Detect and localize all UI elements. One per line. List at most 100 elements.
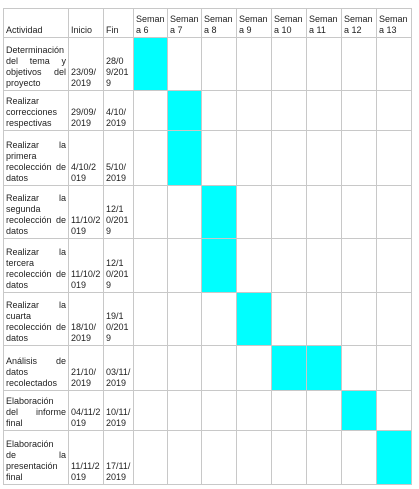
- week-cell: [167, 238, 202, 293]
- header-cell: Semana 10: [271, 8, 307, 38]
- week-cell: [376, 37, 412, 91]
- week-cell: [201, 130, 237, 186]
- end-cell: 5/10/2019: [103, 130, 134, 186]
- week-cell: [306, 130, 342, 186]
- week-cell: [271, 37, 307, 91]
- end-cell: 19/10/2019: [103, 292, 134, 346]
- end-cell: 17/11/2019: [103, 430, 134, 485]
- activity-cell: Realizar correcciones respectivas: [3, 90, 69, 131]
- activity-row: Realizar la cuarta recolección de datos 1…: [3, 292, 412, 346]
- week-cell: [133, 238, 168, 293]
- header-cell: Actividad: [3, 8, 69, 38]
- header-row: Actividad Inicio Fin Semana 6 Semana 7 Semana…: [3, 8, 412, 38]
- week-cell: [306, 90, 342, 131]
- week-cell: [376, 90, 412, 131]
- activity-row: Elaboración del informe final 04/11/2019 1…: [3, 390, 412, 431]
- week-cell: [341, 37, 377, 91]
- week-cell: [167, 390, 202, 431]
- activity-cell: Realizar la primera recolección de datos: [3, 130, 69, 186]
- week-cell: [167, 292, 202, 346]
- header-cell: Semana 9: [236, 8, 272, 38]
- week-cell: [133, 345, 168, 391]
- header-cell: Semana 11: [306, 8, 342, 38]
- header-cell: Fin: [103, 8, 134, 38]
- activity-row: Realizar la primera recolección de datos…: [3, 130, 412, 186]
- activity-row: Elaboración de la presentación final 11/1…: [3, 430, 412, 485]
- week-cell: [201, 37, 237, 91]
- week-cell: [201, 238, 237, 293]
- week-cell: [236, 37, 272, 91]
- week-cell: [271, 345, 307, 391]
- week-cell: [271, 90, 307, 131]
- week-cell: [341, 292, 377, 346]
- start-cell: 23/09/2019: [68, 37, 104, 91]
- header-cell: Semana 7: [167, 8, 202, 38]
- header-cell: Semana 8: [201, 8, 237, 38]
- week-cell: [341, 390, 377, 431]
- week-cell: [306, 390, 342, 431]
- week-cell: [133, 37, 168, 91]
- week-cell: [271, 430, 307, 485]
- week-cell: [306, 185, 342, 239]
- week-cell: [201, 185, 237, 239]
- week-cell: [376, 238, 412, 293]
- end-cell: 03/11/2019: [103, 345, 134, 391]
- week-cell: [201, 430, 237, 485]
- end-cell: 28/09/2019: [103, 37, 134, 91]
- start-cell: 11/10/2019: [68, 238, 104, 293]
- activity-cell: Elaboración de la presentación final: [3, 430, 69, 485]
- week-cell: [201, 345, 237, 391]
- week-cell: [236, 345, 272, 391]
- week-cell: [341, 238, 377, 293]
- activity-row: Determinación del tema y objetivos del p…: [3, 37, 412, 91]
- week-cell: [376, 185, 412, 239]
- week-cell: [341, 130, 377, 186]
- header-cell: Semana 13: [376, 8, 412, 38]
- week-cell: [236, 430, 272, 485]
- activity-cell: Realizar la tercera recolección de datos: [3, 238, 69, 293]
- week-cell: [236, 292, 272, 346]
- week-cell: [167, 90, 202, 131]
- week-cell: [376, 130, 412, 186]
- end-cell: 12/10/2019: [103, 238, 134, 293]
- week-cell: [201, 390, 237, 431]
- start-cell: 04/11/2019: [68, 390, 104, 431]
- week-cell: [376, 292, 412, 346]
- week-cell: [133, 292, 168, 346]
- week-cell: [133, 185, 168, 239]
- start-cell: 4/10/2019: [68, 130, 104, 186]
- activity-cell: Realizar la cuarta recolección de datos: [3, 292, 69, 346]
- week-cell: [271, 185, 307, 239]
- week-cell: [341, 430, 377, 485]
- week-cell: [201, 90, 237, 131]
- activity-row: Análisis de datos recolectados 21/10/2019…: [3, 345, 412, 391]
- week-cell: [167, 345, 202, 391]
- end-cell: 10/11/2019: [103, 390, 134, 431]
- week-cell: [201, 292, 237, 346]
- week-cell: [341, 345, 377, 391]
- week-cell: [236, 130, 272, 186]
- week-cell: [306, 37, 342, 91]
- week-cell: [236, 185, 272, 239]
- gantt-table: Actividad Inicio Fin Semana 6 Semana 7 Semana…: [3, 8, 412, 485]
- week-cell: [236, 390, 272, 431]
- week-cell: [167, 430, 202, 485]
- header-cell: Inicio: [68, 8, 104, 38]
- start-cell: 21/10/2019: [68, 345, 104, 391]
- activity-row: Realizar la tercera recolección de datos…: [3, 238, 412, 293]
- activity-cell: Análisis de datos recolectados: [3, 345, 69, 391]
- activity-cell: Elaboración del informe final: [3, 390, 69, 431]
- start-cell: 29/09/2019: [68, 90, 104, 131]
- week-cell: [167, 37, 202, 91]
- week-cell: [236, 90, 272, 131]
- end-cell: 12/10/2019: [103, 185, 134, 239]
- week-cell: [271, 238, 307, 293]
- week-cell: [236, 238, 272, 293]
- week-cell: [133, 390, 168, 431]
- week-cell: [306, 238, 342, 293]
- week-cell: [167, 130, 202, 186]
- header-cell: Semana 12: [341, 8, 377, 38]
- week-cell: [306, 345, 342, 391]
- week-cell: [341, 90, 377, 131]
